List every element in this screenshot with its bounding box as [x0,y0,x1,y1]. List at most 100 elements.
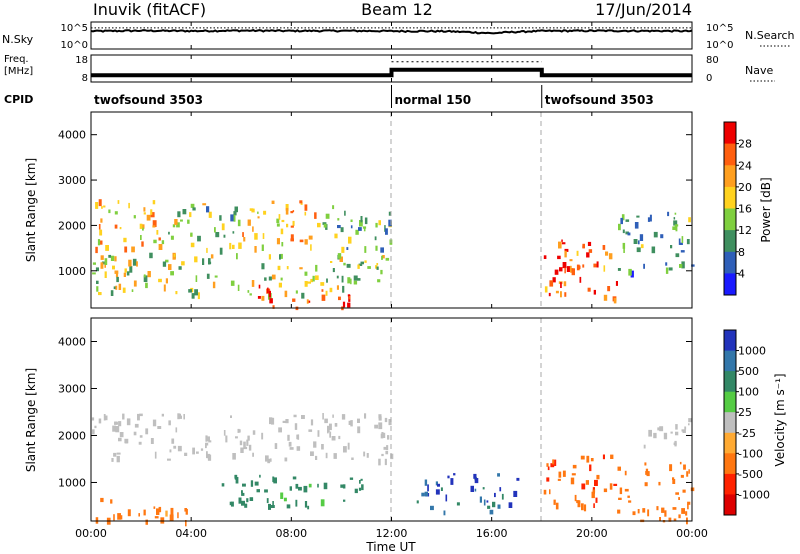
range-gate-cell [675,253,680,258]
range-gate-cell [112,425,116,432]
colorbar-tick-label: 8 [738,246,745,259]
range-gate-cell [161,413,164,417]
range-gate-cell [571,473,576,476]
range-gate-cell [364,217,368,225]
range-gate-cell [221,483,225,487]
range-gate-cell [165,259,169,263]
range-gate-cell [586,252,590,258]
range-gate-cell [111,458,114,462]
range-gate-cell [139,435,143,438]
range-gate-cell [248,444,252,451]
range-gate-cell [249,293,252,296]
range-gate-cell [384,225,386,232]
range-gate-cell [261,263,265,270]
range-gate-cell [447,475,450,479]
range-gate-cell [435,489,440,495]
range-gate-cell [596,261,599,268]
range-gate-cell [555,290,559,294]
range-gate-cell [588,249,593,253]
range-gate-cell [285,208,289,215]
range-gate-cell [547,466,550,471]
range-gate-cell [181,261,185,266]
range-gate-cell [175,291,178,295]
range-gate-cell [673,518,677,521]
range-gate-cell [624,470,627,476]
range-gate-cell [280,228,284,235]
range-gate-cell [141,241,144,247]
range-gate-cell [115,426,120,433]
range-gate-cell [315,264,318,272]
range-gate-cell [685,511,688,516]
range-gate-cell [329,423,332,431]
range-gate-cell [287,434,290,441]
range-gate-cell [323,482,328,490]
range-gate-cell [675,424,678,430]
range-gate-cell [282,420,286,423]
range-gate-cell [560,291,562,298]
range-gate-cell [267,287,269,294]
range-gate-cell [149,252,153,259]
range-gate-cell [131,246,135,253]
range-gate-cell [382,255,385,259]
range-gate-cell [557,255,561,260]
range-gate-cell [229,242,232,250]
range-gate-cell [516,477,520,481]
range-gate-cell [585,480,589,485]
power-heatmap [92,199,695,311]
range-gate-cell [321,444,324,450]
range-gate-cell [674,224,679,227]
freq-series [91,67,692,78]
range-gate-cell [636,215,640,218]
range-gate-cell [327,430,329,434]
range-gate-cell [440,487,443,491]
range-gate-cell [312,275,315,282]
range-gate-cell [374,236,377,241]
range-gate-cell [587,241,592,246]
range-gate-cell [570,477,575,485]
range-gate-cell [675,431,679,436]
range-gate-cell [381,432,384,438]
range-gate-cell [223,234,226,238]
range-gate-cell [172,224,176,228]
range-gate-cell [137,413,140,421]
range-gate-cell [126,271,130,276]
range-gate-cell [314,212,317,219]
range-gate-cell [146,214,151,221]
x-axis: 00:00 04:00 08:00 12:00 16:00 20:00 00:00 [75,22,708,540]
range-gate-cell [156,230,159,235]
range-gate-cell [158,237,161,241]
range-gate-cell [133,215,136,219]
range-gate-cell [560,282,562,288]
range-gate-cell [564,250,567,258]
range-gate-cell [112,265,115,270]
range-gate-cell [582,245,585,249]
range-gate-cell [336,285,339,290]
range-gate-cell [266,498,269,504]
range-gate-cell [513,490,518,497]
range-gate-cell [649,214,652,222]
range-gate-cell [103,414,106,421]
range-gate-cell [118,437,122,442]
range-gate-cell [192,207,196,211]
range-gate-cell [143,275,148,282]
range-gate-cell [628,268,632,276]
range-gate-cell [104,258,108,265]
range-gate-cell [113,286,116,290]
range-gate-cell [124,268,127,273]
range-gate-cell [113,452,117,457]
range-gate-cell [177,445,182,452]
range-gate-cell [206,436,210,441]
range-gate-cell [571,268,575,276]
range-gate-cell [341,246,345,253]
range-gate-cell [384,458,387,466]
nsearch-label: N.Search [745,29,795,42]
range-gate-cell [190,232,193,237]
range-gate-cell [656,506,659,511]
range-gate-cell [301,292,305,299]
range-gate-cell [154,451,157,459]
range-gate-cell [206,206,210,213]
range-gate-cell [388,419,392,426]
range-gate-cell [190,242,195,248]
colorbar-tick-label: -100 [738,447,763,460]
range-gate-cell [98,199,102,207]
